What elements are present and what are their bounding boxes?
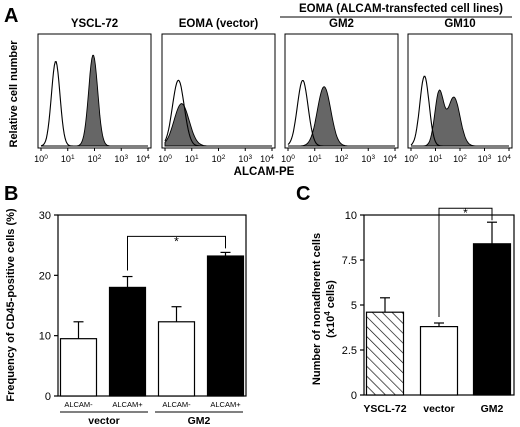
chart-c-significance-bracket: [438, 207, 493, 317]
chart-c-ylabel-unit-suffix: cells): [325, 280, 337, 312]
chart-b-plot: 0 10 20 30 ALCAM- ALCAM+ ALCAM- ALCAM+ *: [39, 210, 247, 409]
histogram-tick-label: 103: [478, 154, 492, 165]
bar-chart-nonadherent: Number of nonadherent cells (x104 cells)…: [311, 206, 515, 415]
chart-b-group-label-vector: vector: [88, 415, 120, 427]
chart-b-bar: [206, 255, 245, 397]
bar-chart-cd45: Frequency of CD45-positive cells (%) vec…: [5, 208, 247, 427]
chart-b-bar: [108, 286, 147, 397]
histogram-stained-curve: [288, 86, 395, 147]
chart-b-category-label: ALCAM-: [162, 400, 191, 409]
histogram-tick-label: 102: [212, 154, 226, 165]
histogram-control-curve: [40, 61, 148, 147]
histogram-tick-label: 103: [114, 154, 128, 165]
chart-c-ytick-label: 0: [351, 390, 357, 402]
histogram-tick-label: 100: [281, 154, 295, 165]
histogram-title: GM10: [444, 18, 475, 30]
histogram-tick-label: 102: [453, 154, 467, 165]
chart-c-plot: 0 2.5 5 7.5 10 YSCL-72 vector GM2 *: [342, 206, 515, 415]
chart-c-category-label: GM2: [481, 403, 504, 415]
chart-c-category-label: YSCL-72: [363, 403, 406, 415]
histogram-frame: [284, 33, 399, 149]
chart-c-ytick-label: 7.5: [342, 255, 357, 267]
histogram-2: GM2 100 101 102 103 104: [281, 18, 399, 165]
panel-letter-c: C: [296, 183, 310, 205]
histogram-tick-label: 104: [383, 154, 397, 165]
chart-c-ytick-label: 10: [345, 210, 357, 222]
chart-b-group-label-gm2: GM2: [188, 415, 211, 427]
panel-letter-a: A: [4, 5, 18, 27]
chart-b-significance-bracket: [127, 235, 226, 271]
histogram-tick-label: 100: [158, 154, 172, 165]
chart-c-ylabel-unit-exp: 4: [323, 311, 332, 316]
chart-c-bar: [365, 311, 405, 396]
histogram-stained-curve: [164, 103, 272, 147]
histogram-control-curve: [410, 75, 509, 147]
chart-b-ytick-label: 10: [39, 331, 51, 343]
chart-c-ytick-label: 5: [351, 300, 357, 312]
chart-c-bar: [472, 243, 512, 396]
histogram-tick-label: 101: [308, 154, 322, 165]
histogram-tick-label: 102: [88, 154, 102, 165]
chart-b-ytick-label: 20: [39, 270, 51, 282]
chart-c-ylabel-unit: (x104 cells): [323, 280, 338, 338]
chart-b-significance-marker: *: [174, 234, 179, 248]
chart-b-bar: [157, 321, 196, 397]
histogram-stained-curve: [411, 89, 509, 147]
histogram-title: EOMA (vector): [179, 18, 259, 30]
chart-b-axes-frame: [57, 214, 247, 397]
chart-b-ytick-label: 0: [45, 391, 51, 403]
chart-c-ytick-label: 2.5: [342, 345, 357, 357]
chart-b-category-label: ALCAM+: [210, 400, 241, 409]
histogram-tick-label: 104: [260, 154, 274, 165]
histogram-tick-label: 101: [61, 154, 75, 165]
histogram-tick-label: 104: [136, 154, 150, 165]
histogram-tick-label: 100: [404, 154, 418, 165]
histogram-control-curve: [287, 79, 395, 147]
chart-c-category-label: vector: [423, 403, 455, 415]
histogram-control-curve: [164, 79, 272, 147]
histogram-tick-label: 101: [185, 154, 199, 165]
histogram-tick-label: 100: [34, 154, 48, 165]
chart-c-ylabel: Number of nonadherent cells: [311, 233, 323, 385]
histogram-tick-label: 104: [497, 154, 511, 165]
histogram-title: GM2: [329, 18, 354, 30]
panel-letter-b: B: [4, 183, 18, 205]
histogram-ylabel: Relative cell number: [8, 40, 20, 148]
chart-c-bar: [419, 326, 459, 396]
chart-b-category-label: ALCAM-: [64, 400, 93, 409]
histogram-0: YSCL-72 100 101 102 103 104: [34, 18, 152, 165]
histogram-tick-label: 101: [429, 154, 443, 165]
histogram-tick-label: 102: [335, 154, 349, 165]
histogram-3: GM10 100 101 102 103 104: [404, 18, 513, 165]
chart-c-ylabel-unit-prefix: (x10: [325, 316, 337, 338]
histogram-1: EOMA (vector) 100 101 102 103 104: [158, 18, 276, 165]
histogram-row: YSCL-72 100 101 102 103 104 EOMA (vector) 100 10…: [34, 18, 513, 165]
chart-b-ylabel: Frequency of CD45-positive cells (%): [5, 208, 17, 401]
chart-b-ytick-label: 30: [39, 210, 51, 222]
histogram-xlabel: ALCAM-PE: [234, 166, 295, 178]
histogram-tick-label: 103: [361, 154, 375, 165]
chart-b-bar: [59, 338, 98, 397]
chart-c-significance-marker: *: [463, 206, 468, 220]
histogram-title: YSCL-72: [71, 18, 118, 30]
histogram-panel: EOMA (ALCAM-transfected cell lines) Rela…: [8, 3, 513, 178]
histogram-tick-label: 103: [238, 154, 252, 165]
chart-b-category-label: ALCAM+: [112, 400, 143, 409]
group-label: EOMA (ALCAM-transfected cell lines): [299, 3, 503, 15]
